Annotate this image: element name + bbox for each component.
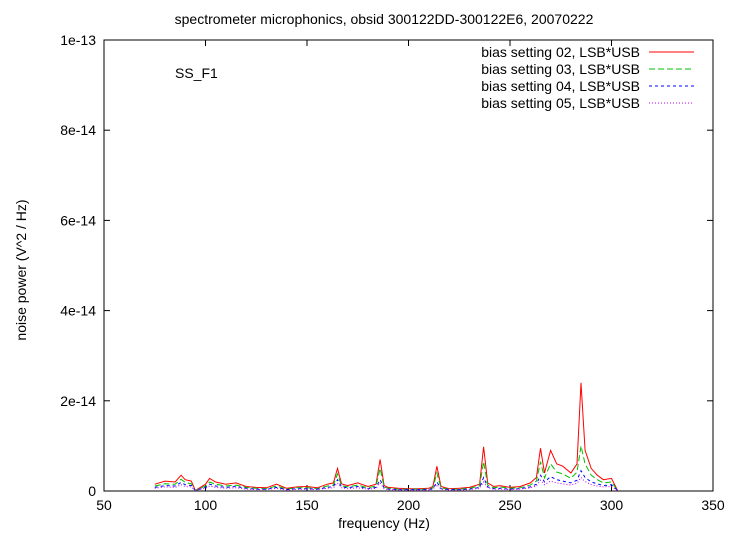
y-tick-label: 4e-14: [60, 303, 96, 319]
y-tick-label: 0: [88, 483, 96, 499]
legend-label: bias setting 03, LSB*USB: [481, 61, 640, 77]
series-line-4: [154, 469, 618, 492]
x-tick-label: 150: [295, 497, 319, 513]
legend-label: bias setting 04, LSB*USB: [481, 78, 640, 94]
x-tick-label: 200: [397, 497, 421, 513]
x-tick-label: 300: [600, 497, 624, 513]
series-lines: [154, 382, 619, 492]
chart-title: spectrometer microphonics, obsid 300122D…: [175, 11, 594, 27]
legend-label: bias setting 05, LSB*USB: [481, 95, 640, 111]
y-tick-label: 6e-14: [60, 212, 96, 228]
axis-ticks: 50 100 150 200 250 300 350 0 2e-14 4e-14 6e-14 8e-1…: [60, 32, 725, 513]
x-tick-label: 250: [498, 497, 522, 513]
legend-label: bias setting 02, LSB*USB: [481, 44, 640, 60]
y-tick-label: 8e-14: [60, 122, 96, 138]
series-line-3: [154, 445, 619, 492]
x-tick-label: 50: [96, 497, 112, 513]
x-tick-label: 350: [701, 497, 725, 513]
x-axis-label: frequency (Hz): [338, 515, 430, 531]
y-axis-label: noise power (V^2 / Hz): [13, 199, 29, 340]
x-tick-label: 100: [194, 497, 218, 513]
y-tick-label: 1e-13: [60, 32, 96, 48]
y-tick-label: 2e-14: [60, 393, 96, 409]
detector-annotation: SS_F1: [175, 65, 218, 81]
series-line-2: [154, 382, 619, 492]
